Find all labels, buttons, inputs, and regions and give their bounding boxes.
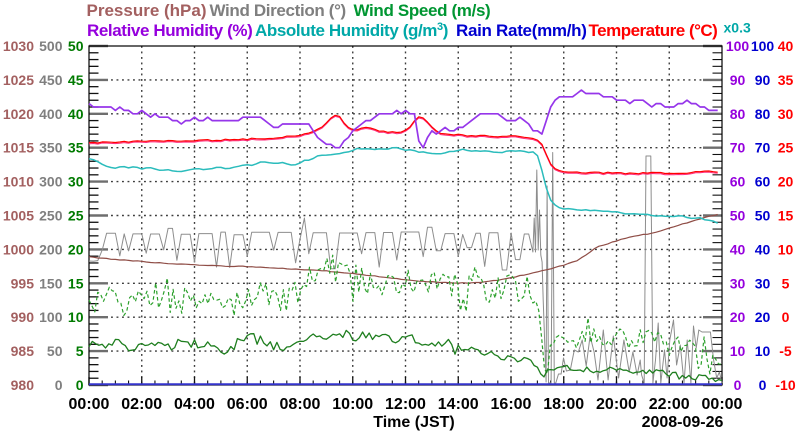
svg-text:5: 5 xyxy=(782,275,790,291)
svg-text:350: 350 xyxy=(39,140,63,156)
svg-text:Rain Rate(mm/h): Rain Rate(mm/h) xyxy=(456,21,587,40)
svg-text:200: 200 xyxy=(39,241,63,257)
svg-text:1015: 1015 xyxy=(3,140,34,156)
svg-text:60: 60 xyxy=(730,174,746,190)
svg-text:1005: 1005 xyxy=(3,208,34,224)
svg-text:-10: -10 xyxy=(775,377,795,393)
svg-text:-5: -5 xyxy=(779,343,792,359)
svg-text:100: 100 xyxy=(726,38,750,54)
svg-text:Relative Humidity (%): Relative Humidity (%) xyxy=(87,21,252,40)
svg-text:35: 35 xyxy=(778,72,794,88)
svg-text:08:00: 08:00 xyxy=(280,396,321,413)
svg-text:2008-09-26: 2008-09-26 xyxy=(642,414,724,431)
svg-text:12:00: 12:00 xyxy=(385,396,426,413)
svg-text:30: 30 xyxy=(730,275,746,291)
svg-text:Pressure (hPa): Pressure (hPa) xyxy=(87,1,207,20)
svg-text:1000: 1000 xyxy=(3,241,34,257)
svg-text:1020: 1020 xyxy=(3,106,34,122)
svg-text:15: 15 xyxy=(778,208,794,224)
svg-text:1010: 1010 xyxy=(3,174,34,190)
svg-text:00:00: 00:00 xyxy=(69,396,110,413)
svg-text:150: 150 xyxy=(39,275,63,291)
svg-text:40: 40 xyxy=(68,106,84,122)
svg-text:100: 100 xyxy=(751,38,775,54)
svg-text:25: 25 xyxy=(778,140,794,156)
svg-text:400: 400 xyxy=(39,106,63,122)
svg-text:00:00: 00:00 xyxy=(702,396,743,413)
svg-text:90: 90 xyxy=(755,72,771,88)
svg-text:50: 50 xyxy=(47,343,63,359)
svg-text:20: 20 xyxy=(755,309,771,325)
svg-text:10: 10 xyxy=(68,309,84,325)
svg-text:90: 90 xyxy=(730,72,746,88)
svg-text:450: 450 xyxy=(39,72,63,88)
svg-text:0: 0 xyxy=(782,309,790,325)
svg-text:100: 100 xyxy=(39,309,63,325)
svg-text:35: 35 xyxy=(68,140,84,156)
svg-text:40: 40 xyxy=(778,38,794,54)
svg-text:1030: 1030 xyxy=(3,38,34,54)
svg-text:x0.3: x0.3 xyxy=(724,20,751,36)
svg-text:04:00: 04:00 xyxy=(174,396,215,413)
svg-text:06:00: 06:00 xyxy=(227,396,268,413)
svg-text:990: 990 xyxy=(11,309,35,325)
svg-text:Wind Direction (°): Wind Direction (°) xyxy=(210,1,346,20)
svg-text:10:00: 10:00 xyxy=(332,396,373,413)
svg-text:16:00: 16:00 xyxy=(491,396,532,413)
svg-text:Time (JST): Time (JST) xyxy=(373,414,455,431)
svg-text:70: 70 xyxy=(730,140,746,156)
svg-text:14:00: 14:00 xyxy=(438,396,479,413)
svg-text:20:00: 20:00 xyxy=(596,396,637,413)
svg-text:50: 50 xyxy=(68,38,84,54)
svg-text:20: 20 xyxy=(730,309,746,325)
svg-text:15: 15 xyxy=(68,275,84,291)
svg-text:0: 0 xyxy=(55,377,63,393)
svg-text:22:00: 22:00 xyxy=(649,396,690,413)
svg-text:Wind Speed (m/s): Wind Speed (m/s) xyxy=(354,1,491,20)
svg-text:980: 980 xyxy=(11,377,35,393)
svg-text:5: 5 xyxy=(76,343,84,359)
svg-text:30: 30 xyxy=(755,275,771,291)
svg-text:10: 10 xyxy=(778,241,794,257)
svg-text:30: 30 xyxy=(68,174,84,190)
svg-text:995: 995 xyxy=(11,275,35,291)
svg-text:300: 300 xyxy=(39,174,63,190)
svg-text:70: 70 xyxy=(755,140,771,156)
svg-text:985: 985 xyxy=(11,343,35,359)
svg-text:0: 0 xyxy=(759,377,767,393)
svg-text:18:00: 18:00 xyxy=(543,396,584,413)
svg-text:80: 80 xyxy=(730,106,746,122)
svg-text:40: 40 xyxy=(730,241,746,257)
svg-text:50: 50 xyxy=(755,208,771,224)
svg-text:0: 0 xyxy=(734,377,742,393)
svg-text:40: 40 xyxy=(755,241,771,257)
svg-text:25: 25 xyxy=(68,208,84,224)
svg-text:250: 250 xyxy=(39,208,63,224)
svg-text:Absolute Humidity (g/m3): Absolute Humidity (g/m3) xyxy=(255,21,448,40)
svg-text:10: 10 xyxy=(755,343,771,359)
svg-text:02:00: 02:00 xyxy=(121,396,162,413)
svg-text:60: 60 xyxy=(755,174,771,190)
svg-text:30: 30 xyxy=(778,106,794,122)
svg-text:1025: 1025 xyxy=(3,72,34,88)
svg-text:Temperature (°C): Temperature (°C) xyxy=(589,21,718,40)
svg-text:20: 20 xyxy=(68,241,84,257)
svg-text:50: 50 xyxy=(730,208,746,224)
svg-text:0: 0 xyxy=(76,377,84,393)
svg-text:10: 10 xyxy=(730,343,746,359)
svg-text:20: 20 xyxy=(778,174,794,190)
svg-text:45: 45 xyxy=(68,72,84,88)
svg-text:80: 80 xyxy=(755,106,771,122)
svg-text:500: 500 xyxy=(39,38,63,54)
